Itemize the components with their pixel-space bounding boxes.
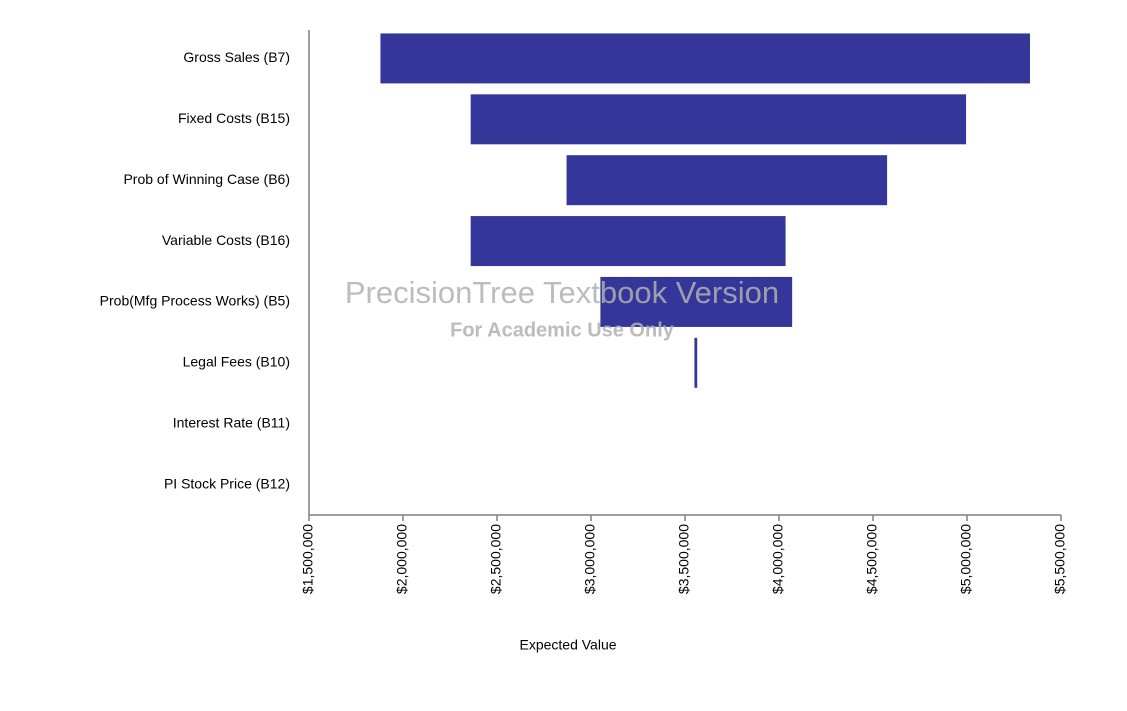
x-tick-label: $3,000,000 <box>582 524 598 594</box>
watermark-note: For Academic Use Only <box>450 319 675 341</box>
y-tick-label: PI Stock Price (B12) <box>164 475 290 491</box>
x-tick-label: $5,000,000 <box>958 524 974 594</box>
x-tick-label: $1,500,000 <box>300 524 316 594</box>
x-tick-label: $3,500,000 <box>676 524 692 594</box>
x-tick-label: $4,000,000 <box>770 524 786 594</box>
y-tick-label: Interest Rate (B11) <box>173 414 290 430</box>
y-tick-label: Variable Costs (B16) <box>162 232 290 248</box>
x-axis-label: Expected Value <box>519 637 616 653</box>
x-tick-label: $2,000,000 <box>394 524 410 594</box>
x-tick-label: $2,500,000 <box>488 524 504 594</box>
watermark: PrecisionTree Textbook Version <box>345 275 779 310</box>
y-tick-label: Legal Fees (B10) <box>183 354 290 370</box>
y-tick-label: Fixed Costs (B15) <box>178 110 290 126</box>
bar <box>694 337 698 388</box>
bar <box>600 276 793 327</box>
x-tick-label: $5,500,000 <box>1052 524 1068 594</box>
bar <box>566 155 888 206</box>
bar <box>470 94 967 145</box>
y-tick-label: Prob(Mfg Process Works) (B5) <box>100 293 290 309</box>
x-tick-label: $4,500,000 <box>864 524 880 594</box>
bar <box>470 216 786 267</box>
bar <box>380 33 1030 84</box>
y-tick-label: Gross Sales (B7) <box>183 49 290 65</box>
y-tick-label: Prob of Winning Case (B6) <box>123 171 290 187</box>
